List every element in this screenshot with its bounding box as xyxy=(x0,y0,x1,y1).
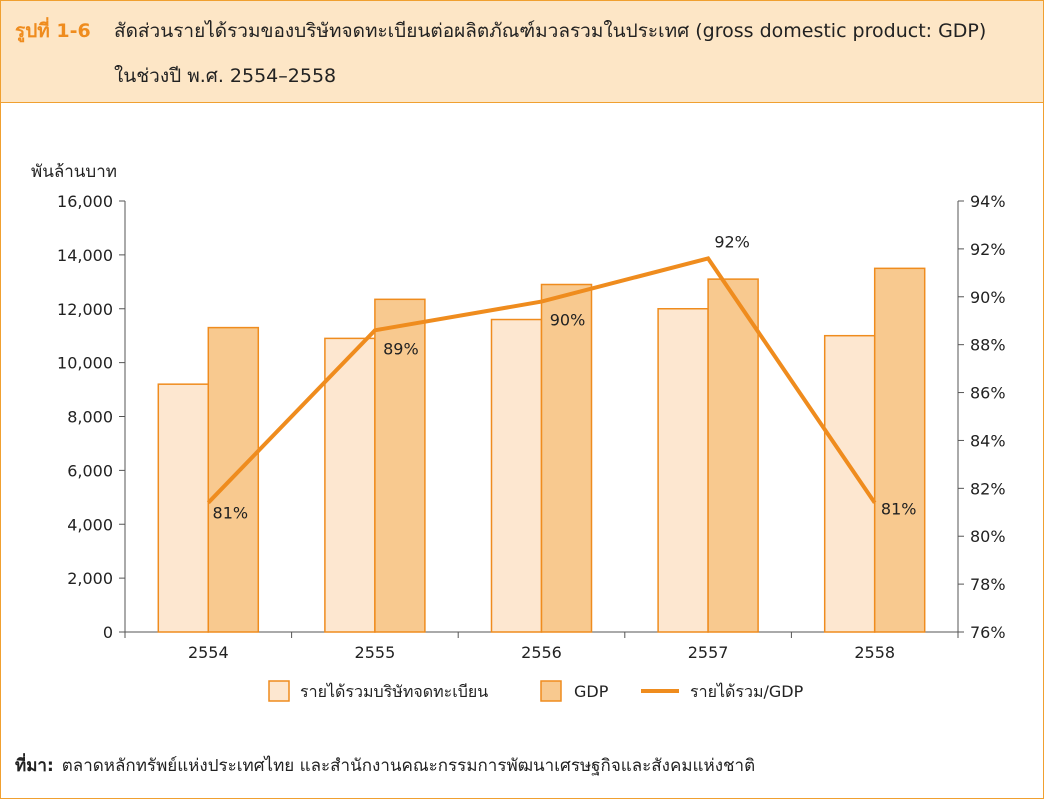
y-tick-label: 2,000 xyxy=(67,569,113,588)
y2-tick-label: 84% xyxy=(970,431,1006,450)
line-revenue-gdp-ratio xyxy=(206,256,877,505)
y2-tick-label: 82% xyxy=(970,479,1006,498)
x-tick-label: 2558 xyxy=(854,643,895,662)
y-tick-label: 12,000 xyxy=(57,300,113,319)
bar-revenue xyxy=(657,308,709,633)
bar-revenue xyxy=(324,337,376,633)
y-tick-label: 4,000 xyxy=(67,515,113,534)
legend-gdp-label: GDP xyxy=(574,682,609,701)
x-tick-label: 2555 xyxy=(355,643,396,662)
y-tick-label: 0 xyxy=(103,623,113,642)
y2-tick-label: 88% xyxy=(970,336,1006,355)
source-text: ตลาดหลักทรัพย์แห่งประเทศไทย และสำนักงานค… xyxy=(61,756,756,776)
y-tick-label: 14,000 xyxy=(57,246,113,265)
bar-revenue xyxy=(490,318,543,633)
line-data-label: 81% xyxy=(213,504,249,523)
line-data-label: 90% xyxy=(550,311,586,330)
legend-ratio-label: รายได้รวม/GDP xyxy=(690,682,804,701)
figure-header: รูปที่ 1-6 สัดส่วนรายได้รวมของบริษัทจดทะ… xyxy=(1,1,1043,103)
bar-revenue xyxy=(823,334,876,633)
y2-tick-label: 76% xyxy=(970,623,1006,642)
bar-revenue xyxy=(157,383,210,633)
bar-gdp xyxy=(374,298,426,633)
source-note: ที่มา: ตลาดหลักทรัพย์แห่งประเทศไทย และสำน… xyxy=(15,752,755,779)
y2-tick-label: 94% xyxy=(970,192,1006,211)
bar-gdp xyxy=(540,283,593,633)
y-tick-label: 8,000 xyxy=(67,408,113,427)
legend-gdp-swatch xyxy=(540,680,562,702)
bar-gdp xyxy=(873,267,926,633)
figure-title-line2: ในช่วงปี พ.ศ. 2554–2558 xyxy=(114,65,337,87)
chart: 0 2,000 4,000 6,000 8,000 10,000 12,000 14,000 1… xyxy=(31,162,1006,702)
bar-gdp xyxy=(707,278,759,633)
source-label: ที่มา: xyxy=(15,756,54,776)
y-tick-label: 16,000 xyxy=(57,192,113,211)
legend-revenue-swatch xyxy=(268,680,290,702)
figure-label: รูปที่ 1-6 xyxy=(15,20,91,42)
y2-tick-label: 86% xyxy=(970,384,1006,403)
line-data-label: 81% xyxy=(881,500,917,519)
y-tick-label: 10,000 xyxy=(57,354,113,373)
line-data-label: 92% xyxy=(714,232,750,251)
legend-revenue-label: รายได้รวมบริษัทจดทะเบียน xyxy=(300,682,488,701)
y2-tick-label: 90% xyxy=(970,288,1006,307)
bar-gdp xyxy=(207,326,260,633)
y2-tick-label: 80% xyxy=(970,527,1006,546)
line-data-label: 89% xyxy=(383,339,419,358)
y2-tick-label: 92% xyxy=(970,240,1006,259)
y-tick-label: 6,000 xyxy=(67,461,113,480)
y-axis-title: พันล้านบาท xyxy=(31,162,117,182)
x-tick-label: 2557 xyxy=(688,643,729,662)
x-tick-label: 2554 xyxy=(188,643,229,662)
x-tick-label: 2556 xyxy=(521,643,562,662)
y2-tick-label: 78% xyxy=(970,575,1006,594)
figure-title-line1: สัดส่วนรายได้รวมของบริษัทจดทะเบียนต่อผลิ… xyxy=(114,20,987,42)
